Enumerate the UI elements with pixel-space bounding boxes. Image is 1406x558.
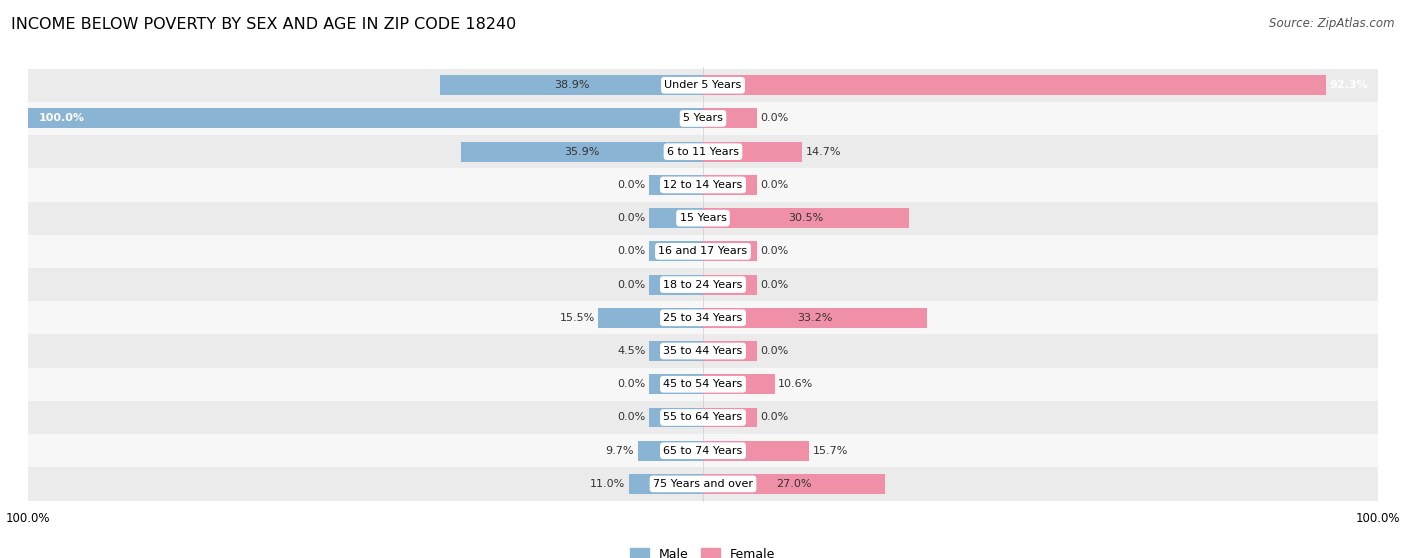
Text: 0.0%: 0.0% <box>617 180 645 190</box>
Text: 0.0%: 0.0% <box>761 113 789 123</box>
Text: 11.0%: 11.0% <box>591 479 626 489</box>
Bar <box>703 441 808 461</box>
Bar <box>599 308 703 328</box>
Bar <box>650 242 703 261</box>
Bar <box>703 308 927 328</box>
Text: 0.0%: 0.0% <box>617 412 645 422</box>
Text: 0.0%: 0.0% <box>761 280 789 290</box>
Text: 0.0%: 0.0% <box>617 213 645 223</box>
Text: 0.0%: 0.0% <box>761 346 789 356</box>
Bar <box>28 434 1378 467</box>
Text: 15.5%: 15.5% <box>560 313 595 323</box>
Text: 65 to 74 Years: 65 to 74 Years <box>664 446 742 456</box>
Bar <box>28 301 1378 334</box>
Bar <box>703 208 908 228</box>
Bar <box>28 268 1378 301</box>
Bar <box>628 474 703 494</box>
Bar <box>703 341 756 361</box>
Text: 0.0%: 0.0% <box>761 412 789 422</box>
Text: 35.9%: 35.9% <box>564 147 599 157</box>
Bar <box>703 75 1326 95</box>
Text: 0.0%: 0.0% <box>617 280 645 290</box>
Bar <box>703 275 756 295</box>
Text: 12 to 14 Years: 12 to 14 Years <box>664 180 742 190</box>
Legend: Male, Female: Male, Female <box>626 542 780 558</box>
Text: 92.3%: 92.3% <box>1329 80 1368 90</box>
Text: 15.7%: 15.7% <box>813 446 848 456</box>
Bar <box>703 175 756 195</box>
Bar <box>440 75 703 95</box>
Text: 25 to 34 Years: 25 to 34 Years <box>664 313 742 323</box>
Bar <box>703 407 756 427</box>
Bar <box>28 102 1378 135</box>
Bar <box>650 341 703 361</box>
Bar <box>703 474 886 494</box>
Text: 10.6%: 10.6% <box>778 379 813 389</box>
Bar <box>703 108 756 128</box>
Text: 0.0%: 0.0% <box>617 246 645 256</box>
Text: 16 and 17 Years: 16 and 17 Years <box>658 246 748 256</box>
Text: 33.2%: 33.2% <box>797 313 832 323</box>
Bar <box>28 368 1378 401</box>
Text: 45 to 54 Years: 45 to 54 Years <box>664 379 742 389</box>
Text: 30.5%: 30.5% <box>789 213 824 223</box>
Text: 14.7%: 14.7% <box>806 147 841 157</box>
Bar <box>703 374 775 394</box>
Text: 38.9%: 38.9% <box>554 80 589 90</box>
Bar <box>28 467 1378 501</box>
Text: 18 to 24 Years: 18 to 24 Years <box>664 280 742 290</box>
Bar <box>650 208 703 228</box>
Bar <box>703 242 756 261</box>
Text: 100.0%: 100.0% <box>38 113 84 123</box>
Bar <box>28 108 703 128</box>
Text: 5 Years: 5 Years <box>683 113 723 123</box>
Bar <box>28 401 1378 434</box>
Text: 15 Years: 15 Years <box>679 213 727 223</box>
Text: Under 5 Years: Under 5 Years <box>665 80 741 90</box>
Bar <box>650 407 703 427</box>
Text: 4.5%: 4.5% <box>617 346 645 356</box>
Bar <box>650 175 703 195</box>
Text: 27.0%: 27.0% <box>776 479 811 489</box>
Text: Source: ZipAtlas.com: Source: ZipAtlas.com <box>1270 17 1395 30</box>
Text: 0.0%: 0.0% <box>761 180 789 190</box>
Text: 55 to 64 Years: 55 to 64 Years <box>664 412 742 422</box>
Text: INCOME BELOW POVERTY BY SEX AND AGE IN ZIP CODE 18240: INCOME BELOW POVERTY BY SEX AND AGE IN Z… <box>11 17 516 32</box>
Bar <box>28 169 1378 201</box>
Text: 9.7%: 9.7% <box>606 446 634 456</box>
Bar <box>28 334 1378 368</box>
Text: 75 Years and over: 75 Years and over <box>652 479 754 489</box>
Bar <box>703 142 803 162</box>
Text: 0.0%: 0.0% <box>761 246 789 256</box>
Bar <box>28 201 1378 235</box>
Bar <box>461 142 703 162</box>
Bar <box>650 374 703 394</box>
Bar <box>28 135 1378 169</box>
Bar <box>28 235 1378 268</box>
Text: 35 to 44 Years: 35 to 44 Years <box>664 346 742 356</box>
Bar <box>650 275 703 295</box>
Text: 6 to 11 Years: 6 to 11 Years <box>666 147 740 157</box>
Bar <box>637 441 703 461</box>
Bar <box>28 69 1378 102</box>
Text: 0.0%: 0.0% <box>617 379 645 389</box>
